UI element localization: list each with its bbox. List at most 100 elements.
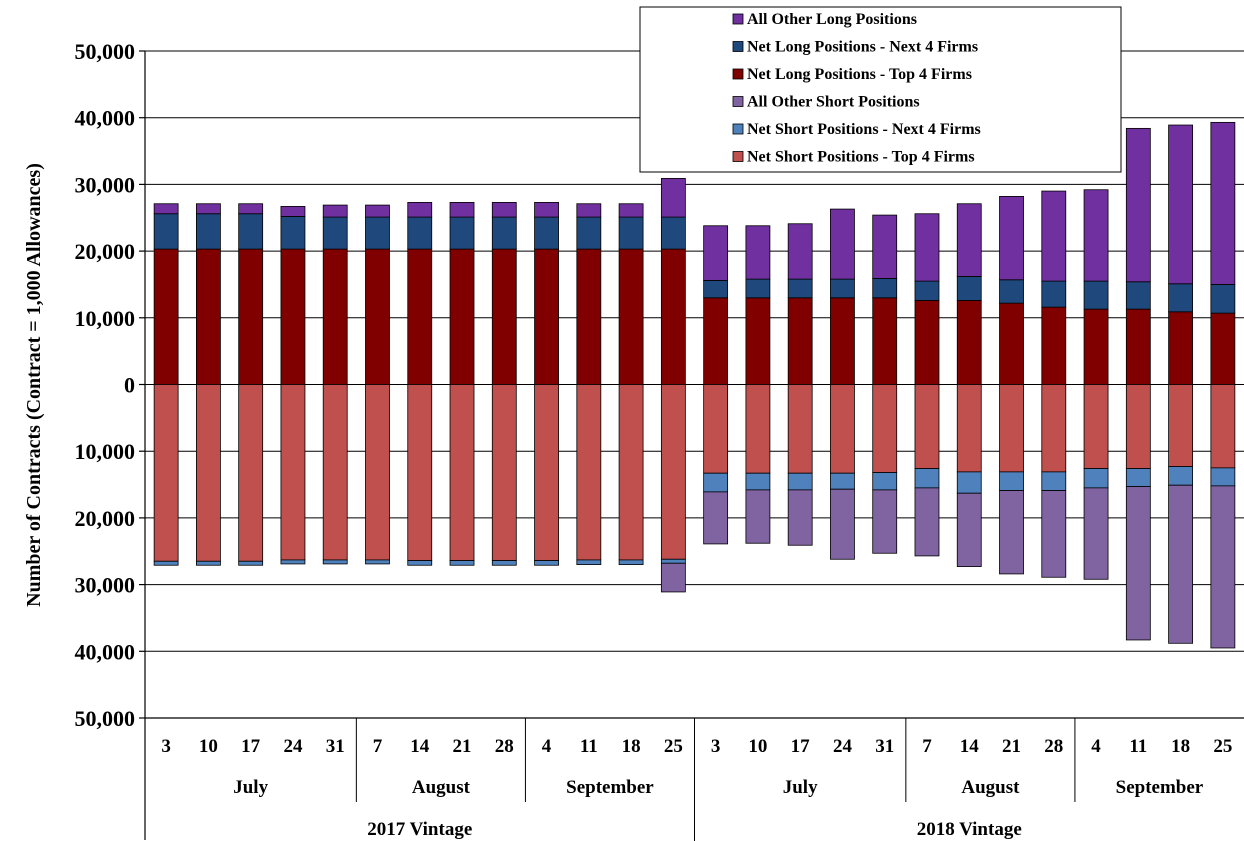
x-tick-label: 11 — [1129, 736, 1147, 757]
bar-segment — [576, 248, 602, 385]
bar-segment — [1041, 490, 1067, 578]
bar-segment — [914, 213, 940, 282]
bar-segment — [449, 248, 475, 385]
legend-swatch — [732, 123, 744, 135]
x-tick-label: 3 — [711, 736, 721, 757]
bar-segment — [914, 280, 940, 301]
y-tick-labels: 50,000 40,000 30,000 20,000 10,000 0 10,000 20,… — [75, 39, 136, 731]
bar-segment — [1168, 384, 1193, 467]
bar-segment — [322, 204, 348, 218]
bar-segment — [576, 216, 602, 250]
bar-segment — [196, 560, 221, 566]
bar-segment — [1210, 485, 1236, 649]
x-tick-label: 10 — [199, 736, 218, 757]
bar-segment — [407, 248, 433, 385]
bar-segment — [153, 560, 179, 566]
bar-segment — [703, 384, 729, 474]
bar-segment — [322, 248, 348, 385]
bar-segment — [196, 384, 221, 562]
bar-segment — [1210, 467, 1236, 487]
bar-segment — [407, 384, 433, 561]
bar-segment — [956, 276, 982, 301]
legend-label: Net Long Positions - Next 4 Firms — [747, 39, 978, 56]
bar-segment — [238, 384, 264, 562]
legend-label: Net Long Positions - Top 4 Firms — [747, 66, 972, 83]
bar-segment — [1041, 384, 1067, 473]
bar-segment — [491, 384, 517, 561]
bar-segment — [238, 560, 264, 566]
bar-segment — [322, 384, 348, 561]
bar-segment — [1210, 384, 1236, 469]
bar-segment — [1083, 280, 1109, 310]
bar-segment — [365, 204, 390, 218]
month-group-label: August — [961, 777, 1020, 798]
bar-segment — [322, 216, 348, 250]
bar-segment — [703, 280, 729, 299]
bar-segment — [407, 216, 433, 250]
bar-segment — [1168, 466, 1193, 486]
bar-segment — [153, 248, 179, 385]
bar-segment — [745, 472, 771, 491]
bar-segment — [534, 560, 559, 566]
y-tick-label: 30,000 — [75, 172, 136, 197]
bar-segment — [956, 203, 982, 277]
bar-segment — [830, 278, 855, 299]
bar-segment — [999, 302, 1024, 385]
bar-segment — [660, 248, 686, 385]
bar-segment — [703, 297, 729, 385]
bar-segment — [618, 559, 644, 565]
legend-swatch — [732, 96, 744, 107]
bar-segment — [280, 384, 306, 561]
bar-segment — [1041, 190, 1067, 282]
bar-segment — [1083, 308, 1109, 385]
bar-segment — [1041, 280, 1067, 308]
bar-segment — [660, 384, 686, 560]
bar-segment — [999, 384, 1024, 473]
bar-segment — [449, 384, 475, 561]
bar-segment — [1083, 468, 1109, 489]
bar-segment — [365, 248, 390, 385]
bar-segment — [196, 213, 221, 250]
bar-segment — [1041, 306, 1067, 385]
bar-segment — [491, 202, 517, 218]
bar-segment — [999, 471, 1024, 491]
bar-segment — [449, 216, 475, 250]
y-tick-label: 30,000 — [75, 573, 136, 598]
bar-segment — [956, 384, 982, 473]
month-group-label: September — [1116, 777, 1204, 798]
x-tick-label: 17 — [791, 736, 811, 757]
y-tick-label: 40,000 — [75, 106, 136, 131]
bar-segment — [1125, 384, 1151, 469]
x-tick-label: 17 — [241, 736, 261, 757]
bar-segment — [534, 384, 559, 561]
bar-segment — [280, 216, 306, 250]
legend-label: Net Short Positions - Top 4 Firms — [747, 149, 975, 166]
legend-label: Net Short Positions - Next 4 Firms — [747, 121, 981, 138]
bar-segment — [830, 384, 855, 474]
bar-segment — [745, 384, 771, 474]
bar-segment — [872, 472, 898, 491]
bar-segment — [365, 384, 390, 561]
bar-segment — [1125, 468, 1151, 487]
x-tick-label: 21 — [453, 736, 472, 757]
x-tick-label: 7 — [922, 736, 932, 757]
bar-segment — [407, 202, 433, 218]
bar-segment — [407, 560, 433, 566]
x-tick-label: 24 — [833, 736, 853, 757]
bar-segment — [449, 560, 475, 566]
y-tick-label: 40,000 — [75, 639, 136, 664]
bar-segment — [914, 468, 940, 489]
bar-segment — [534, 248, 559, 385]
month-group-label: August — [412, 777, 471, 798]
y-tick-label: 10,000 — [75, 306, 136, 331]
bar-segment — [534, 216, 559, 250]
bar-segment — [449, 202, 475, 218]
bar-segment — [787, 278, 813, 299]
bar-segment — [1168, 484, 1193, 644]
bar-segment — [618, 248, 644, 385]
bar-segment — [491, 248, 517, 385]
y-axis-label: Number of Contracts (Contract = 1,000 Al… — [23, 163, 45, 607]
bar-segment — [830, 488, 855, 560]
bar-segment — [576, 384, 602, 561]
